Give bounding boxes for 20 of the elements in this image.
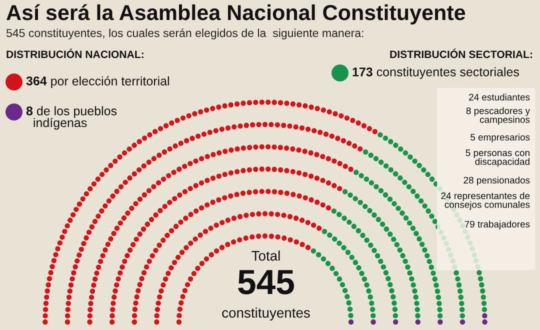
text: 24 representantes de consejos comunales bbox=[441, 192, 530, 210]
text: 24 estudiantes bbox=[469, 94, 530, 101]
text: 28 pensionados bbox=[464, 176, 530, 186]
text: Total bbox=[252, 250, 280, 261]
data-label: 173 bbox=[352, 68, 372, 76]
text: DISTRIBUCIÓN SECTORIAL: bbox=[390, 48, 532, 58]
category-label: por elección territorial bbox=[51, 76, 169, 88]
text: 79 trabajadores bbox=[464, 220, 530, 230]
text: 5 personas con discapacidad bbox=[466, 150, 530, 167]
text: 5 empresarios bbox=[470, 134, 530, 142]
data-label: 8 bbox=[26, 106, 33, 116]
text: Así será la Asamblea Nacional Constituyente bbox=[6, 4, 466, 24]
text: 545 constituyentes, los cuales serán elegidos de la siguiente manera: bbox=[6, 28, 364, 40]
category-label: constituyentes sectoriales bbox=[376, 67, 520, 79]
text: 545 bbox=[238, 270, 294, 294]
text: constituyentes bbox=[222, 308, 310, 320]
text: DISTRIBUCIÓN NACIONAL: bbox=[6, 48, 144, 58]
category-label: de los pueblos indígenas bbox=[34, 106, 117, 130]
text: 8 pescadores y campesinos bbox=[466, 107, 530, 125]
data-label: 364 bbox=[26, 76, 47, 86]
